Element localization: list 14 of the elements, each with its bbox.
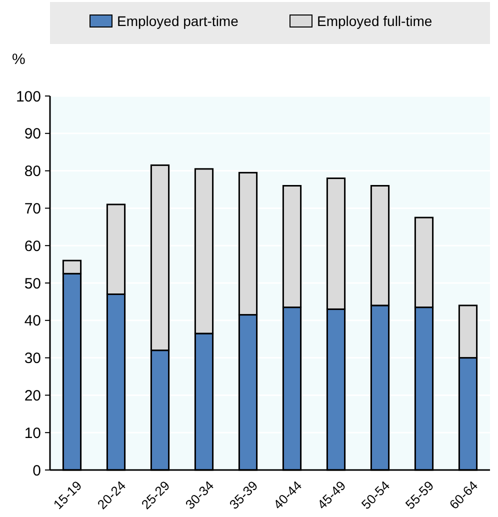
y-tick-label: 80 [24, 163, 41, 180]
y-tick-label: 100 [16, 88, 41, 106]
y-tick-label: 0 [32, 462, 41, 480]
y-tick-label: 20 [24, 387, 41, 404]
y-tick-label: 30 [24, 350, 41, 368]
y-tick-label: 60 [24, 238, 41, 255]
y-tick-label: 40 [24, 312, 41, 330]
y-tick-label: 70 [24, 200, 41, 218]
y-tick-label: 50 [24, 275, 41, 292]
y-tick-label: 10 [24, 424, 41, 442]
legend-label: Employed part-time [117, 12, 239, 29]
legend-label: Employed full-time [317, 12, 432, 29]
y-axis-title: % [12, 51, 26, 68]
y-tick-label: 90 [24, 126, 41, 143]
